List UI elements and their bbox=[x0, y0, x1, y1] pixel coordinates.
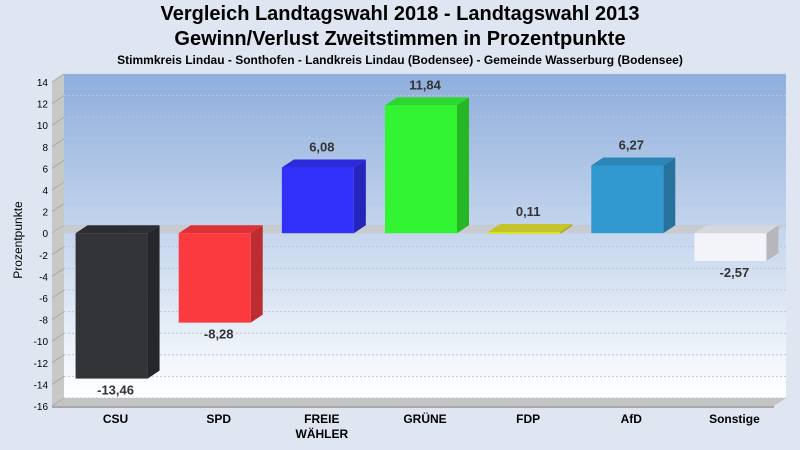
bar-top bbox=[178, 225, 263, 234]
chart-title: Vergleich Landtagswahl 2018 - Landtagswa… bbox=[160, 3, 640, 25]
bar-top bbox=[281, 159, 366, 168]
bar bbox=[488, 224, 573, 235]
side-grid-line bbox=[51, 95, 65, 105]
value-label: 11,84 bbox=[409, 77, 442, 92]
side-grid-line bbox=[51, 397, 65, 407]
bar-side bbox=[457, 97, 469, 234]
side-grid-line bbox=[51, 73, 65, 83]
bar-side bbox=[353, 159, 366, 234]
side-grid-line bbox=[51, 181, 65, 191]
bar bbox=[75, 225, 160, 379]
y-tick-label: -12 bbox=[34, 359, 49, 370]
y-tick-label: -4 bbox=[39, 272, 48, 283]
y-tick-label: 2 bbox=[42, 208, 48, 219]
bar bbox=[178, 225, 263, 323]
bar-front bbox=[488, 232, 561, 235]
bar-front bbox=[591, 165, 664, 234]
category-label: SPD bbox=[206, 412, 231, 426]
bar bbox=[385, 97, 469, 234]
y-tick-label: 8 bbox=[42, 143, 48, 154]
bar-front bbox=[385, 105, 457, 234]
bar-top bbox=[591, 157, 676, 166]
side-grid-line bbox=[51, 354, 65, 364]
y-tick-label: -16 bbox=[34, 402, 49, 413]
side-grid-line bbox=[51, 116, 65, 126]
y-axis-label: Prozentpunkte bbox=[11, 201, 25, 279]
y-tick-label: -2 bbox=[39, 251, 48, 262]
y-tick-label: 6 bbox=[42, 164, 48, 175]
bar bbox=[591, 157, 676, 234]
value-label: -2,57 bbox=[720, 265, 750, 280]
side-grid-line bbox=[51, 332, 65, 342]
side-grid-line bbox=[51, 375, 65, 385]
bar-front bbox=[694, 233, 767, 261]
y-tick-label: -14 bbox=[34, 380, 49, 391]
bar-top bbox=[488, 224, 573, 233]
category-label: CSU bbox=[103, 412, 128, 426]
bar-side bbox=[560, 224, 573, 235]
bar-front bbox=[75, 233, 148, 379]
bar bbox=[694, 225, 779, 261]
side-grid-line bbox=[51, 311, 65, 321]
value-label: 0,11 bbox=[516, 204, 541, 219]
category-label: Sonstige bbox=[709, 412, 760, 426]
category-label: FDP bbox=[516, 412, 540, 426]
value-label: -8,28 bbox=[204, 327, 234, 342]
bar-side bbox=[663, 157, 676, 234]
y-tick-label: -10 bbox=[34, 337, 49, 348]
side-grid-line bbox=[51, 246, 65, 256]
category-label: WÄHLER bbox=[296, 426, 349, 441]
y-tick-label: 12 bbox=[37, 100, 49, 111]
y-tick-label: 0 bbox=[42, 229, 48, 240]
bar-side bbox=[147, 225, 160, 379]
y-tick-label: 14 bbox=[37, 78, 49, 89]
y-tick-label: -6 bbox=[39, 294, 48, 305]
side-grid-line bbox=[51, 289, 65, 299]
plot-floor bbox=[52, 398, 786, 406]
category-label: FREIE bbox=[304, 412, 339, 426]
category-label: GRÜNE bbox=[403, 411, 446, 426]
side-wall bbox=[52, 74, 64, 406]
value-label: -13,46 bbox=[97, 383, 134, 398]
floor-edge bbox=[52, 406, 774, 408]
chart-subtitle: Stimmkreis Lindau - Sonthofen - Landkrei… bbox=[117, 53, 683, 67]
bar-top bbox=[75, 225, 160, 234]
side-grid-line bbox=[51, 267, 65, 277]
category-label: AfD bbox=[621, 412, 643, 426]
y-tick-label: -8 bbox=[39, 316, 48, 327]
side-grid-line bbox=[51, 138, 65, 148]
bar-front bbox=[281, 167, 354, 234]
bar-top bbox=[385, 97, 469, 106]
side-grid-line bbox=[51, 203, 65, 213]
value-label: 6,08 bbox=[309, 140, 334, 155]
bar-side bbox=[250, 225, 263, 323]
bar-side bbox=[766, 225, 779, 261]
bar bbox=[281, 159, 366, 234]
bar-top bbox=[694, 225, 779, 234]
y-tick-label: 10 bbox=[37, 121, 49, 132]
chart-subtitle-line: Gewinn/Verlust Zweitstimmen in Prozentpu… bbox=[174, 28, 626, 50]
bar-front bbox=[178, 233, 251, 323]
value-label: 6,27 bbox=[619, 137, 644, 152]
side-grid-line bbox=[51, 159, 65, 169]
y-tick-label: 4 bbox=[42, 186, 48, 197]
